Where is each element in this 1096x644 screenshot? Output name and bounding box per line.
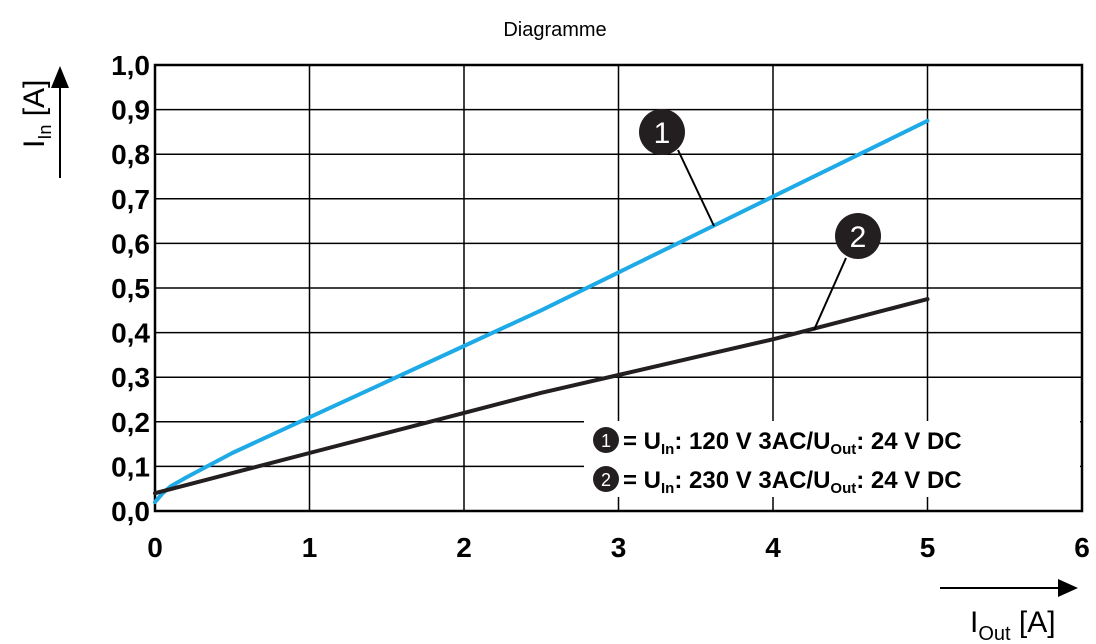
y-axis-label: IIn [A] [18, 66, 69, 178]
legend-1-in-sub: In [661, 441, 674, 458]
legend-entry-1: 1 = UIn: 120 V 3AC/UOut: 24 V DC [593, 427, 962, 458]
x-axis-label-main: I [970, 606, 978, 639]
x-tick-label: 0 [147, 532, 163, 563]
y-tick-label: 0,0 [111, 496, 150, 527]
x-tick-label: 4 [765, 532, 781, 563]
y-tick-label: 0,7 [111, 184, 150, 215]
grid [153, 63, 1084, 513]
legend-badge-1 [593, 427, 619, 453]
legend-badge-2 [593, 466, 619, 492]
legend-1-mid: : 120 V 3AC/U [674, 428, 830, 455]
x-tick-labels: 0 1 2 3 4 5 6 [147, 532, 1090, 563]
y-tick-label: 0,6 [111, 228, 150, 259]
callout-2-badge [835, 213, 881, 259]
y-axis-label-unit: [A] [18, 80, 51, 125]
x-tick-label: 2 [456, 532, 472, 563]
callout-1: 1 [639, 109, 715, 227]
y-tick-label: 0,2 [111, 407, 150, 438]
series-line-1 [153, 118, 930, 505]
x-tick-label: 1 [302, 532, 318, 563]
x-axis-label-sub: Out [978, 623, 1011, 644]
y-tick-label: 0,4 [111, 318, 150, 349]
y-tick-label: 1,0 [111, 50, 150, 81]
x-tick-label: 5 [920, 532, 936, 563]
callout-2-number: 2 [850, 221, 867, 254]
legend-entry-2: 2 = UIn: 230 V 3AC/UOut: 24 V DC [593, 466, 962, 497]
x-tick-label: 6 [1074, 532, 1090, 563]
legend-box [584, 421, 1080, 497]
svg-text:= UIn: 120 V 3AC/UOut: 24 V DC: = UIn: 120 V 3AC/UOut: 24 V DC [623, 428, 962, 458]
legend-2-eq: = U [623, 467, 661, 494]
legend-1-tail: : 24 V DC [856, 428, 961, 455]
x-axis-label: IOut [A] [940, 579, 1078, 644]
y-tick-label: 0,8 [111, 139, 150, 170]
callout-1-leader [677, 149, 715, 227]
legend-badge-1-number: 1 [601, 431, 611, 451]
y-tick-label: 0,9 [111, 95, 150, 126]
x-axis-arrow-head [1058, 579, 1078, 597]
legend: 1 = UIn: 120 V 3AC/UOut: 24 V DC 2 = UIn… [584, 421, 1080, 497]
x-tick-label: 3 [611, 532, 627, 563]
chart-title: Diagramme [503, 19, 606, 41]
plot-frame [153, 63, 1084, 513]
legend-1-out-sub: Out [830, 441, 856, 458]
y-axis-label-sub: In [35, 125, 55, 140]
y-axis-arrow-head [51, 66, 69, 88]
callout-2-leader [813, 257, 847, 331]
legend-2-mid: : 230 V 3AC/U [674, 467, 830, 494]
legend-2-tail: : 24 V DC [856, 467, 961, 494]
callout-1-number: 1 [654, 117, 671, 150]
y-axis-label-main: I [18, 140, 51, 148]
y-tick-label: 0,3 [111, 362, 150, 393]
svg-text:IIn [A]: IIn [A] [18, 80, 55, 148]
x-axis-label-unit: [A] [1011, 606, 1056, 639]
legend-badge-2-number: 2 [601, 470, 611, 490]
legend-2-in-sub: In [661, 480, 674, 497]
legend-2-out-sub: Out [830, 480, 856, 497]
callout-2: 2 [813, 213, 881, 331]
y-tick-label: 0,5 [111, 273, 150, 304]
series-lines [153, 118, 930, 505]
series-line-2 [153, 297, 930, 496]
svg-text:IOut [A]: IOut [A] [970, 606, 1056, 644]
callout-1-badge [639, 109, 685, 155]
y-tick-labels: 0,0 0,1 0,2 0,3 0,4 0,5 0,6 0,7 0,8 0,9 1,0 [111, 50, 150, 527]
legend-1-eq: = U [623, 428, 661, 455]
y-tick-label: 0,1 [111, 451, 150, 482]
svg-text:= UIn: 230 V 3AC/UOut: 24 V DC: = UIn: 230 V 3AC/UOut: 24 V DC [623, 467, 962, 497]
